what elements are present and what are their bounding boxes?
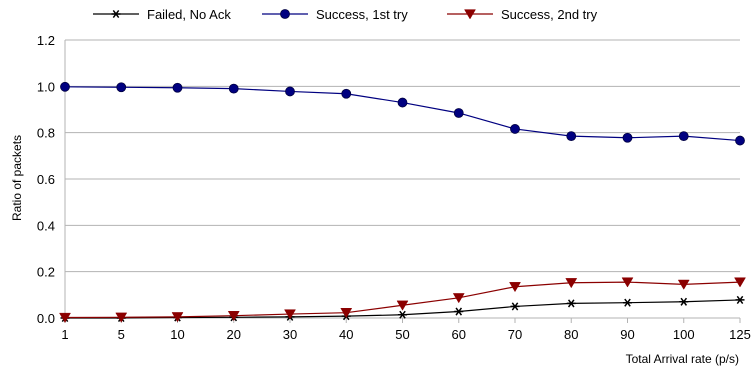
- data-point: [172, 82, 183, 93]
- y-tick-label: 1.0: [37, 79, 55, 94]
- x-tick-label: 5: [118, 327, 125, 342]
- series-line: [64, 281, 741, 319]
- data-point: [452, 293, 465, 304]
- data-point: [565, 278, 578, 289]
- legend-marker: [111, 9, 121, 19]
- legend-label: Success, 1st try: [316, 7, 408, 22]
- x-tick-label: 90: [620, 327, 634, 342]
- gridlines: [65, 39, 740, 273]
- data-point: [623, 298, 632, 307]
- data-point: [340, 308, 353, 319]
- data-point: [677, 279, 690, 290]
- axes: [64, 40, 741, 323]
- series-layer: [59, 81, 746, 323]
- data-point: [454, 307, 464, 316]
- x-tick-label: 125: [729, 327, 751, 342]
- data-point: [60, 81, 70, 92]
- data-point: [115, 312, 128, 323]
- legend-marker: [280, 9, 290, 19]
- x-tick-label: 70: [508, 327, 522, 342]
- data-point: [509, 282, 521, 293]
- data-point: [735, 295, 745, 304]
- y-axis-title: Ratio of packets: [10, 135, 24, 221]
- legend: Failed, No Ack Success, 1st try Success, 2…: [93, 7, 598, 22]
- y-tick-label: 0.4: [37, 218, 55, 233]
- data-point: [566, 131, 577, 142]
- data-point: [621, 277, 634, 288]
- data-point: [510, 124, 520, 134]
- data-point: [171, 312, 184, 323]
- y-tick-label: 1.2: [37, 33, 55, 48]
- series-1: [60, 81, 745, 146]
- data-point: [734, 277, 746, 288]
- x-tick-label: 100: [673, 327, 695, 342]
- x-tick-label: 10: [170, 327, 184, 342]
- legend-marker: [464, 9, 476, 20]
- y-tick-labels: 0.0 0.2 0.4 0.6 0.8 1.0 1.2: [37, 33, 55, 326]
- x-tick-labels: 1 5 10 20 30 40 50 60 70 80 90 100 125: [61, 327, 750, 342]
- data-point: [116, 82, 127, 93]
- y-tick-label: 0.2: [37, 265, 55, 280]
- x-axis-title: Total Arrival rate (p/s): [626, 352, 739, 366]
- data-point: [679, 297, 689, 306]
- x-tick-label: 20: [227, 327, 241, 342]
- data-point: [341, 88, 352, 99]
- y-tick-label: 0.6: [37, 172, 55, 187]
- data-point: [228, 83, 239, 94]
- data-point: [397, 97, 408, 108]
- data-point: [398, 310, 407, 319]
- series-2: [59, 277, 746, 323]
- data-point: [59, 312, 71, 323]
- data-point: [510, 302, 520, 311]
- x-tick-label: 30: [283, 327, 297, 342]
- y-tick-label: 0.8: [37, 126, 55, 141]
- data-point: [453, 108, 464, 118]
- data-point: [284, 309, 296, 320]
- x-tick-label: 1: [61, 327, 68, 342]
- x-tick-label: 40: [339, 327, 353, 342]
- data-point: [566, 299, 576, 308]
- data-point: [622, 132, 633, 143]
- legend-item: Success, 2nd try: [447, 7, 598, 22]
- data-point: [396, 300, 409, 311]
- x-tick-label: 60: [452, 327, 466, 342]
- data-point: [735, 135, 745, 146]
- x-tick-label: 80: [564, 327, 578, 342]
- data-point: [227, 311, 240, 322]
- legend-item: Success, 1st try: [262, 7, 408, 22]
- data-point: [285, 86, 295, 97]
- legend-item: Failed, No Ack: [93, 7, 231, 22]
- y-tick-label: 0.0: [37, 311, 55, 326]
- legend-label: Success, 2nd try: [501, 7, 598, 22]
- legend-label: Failed, No Ack: [147, 7, 231, 22]
- x-tick-label: 50: [395, 327, 409, 342]
- data-point: [678, 131, 689, 142]
